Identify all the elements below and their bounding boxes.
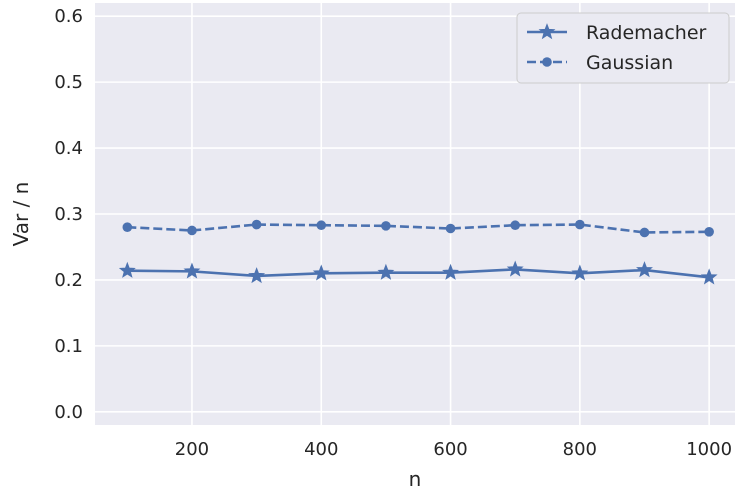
rademacher-point <box>506 260 524 277</box>
rademacher-point <box>636 261 653 278</box>
grid <box>95 3 735 425</box>
y-axis-label: Var / n <box>9 182 33 247</box>
y-tick-label: 0.0 <box>54 402 83 423</box>
x-tick-label: 400 <box>304 439 338 460</box>
y-tick-label: 0.4 <box>54 138 83 159</box>
x-tick-label: 600 <box>433 439 467 460</box>
legend-marker <box>542 57 552 67</box>
x-tick-label: 800 <box>563 439 597 460</box>
gaussian-point <box>639 227 650 238</box>
gaussian-point <box>122 222 133 232</box>
series-gaussian <box>122 219 714 238</box>
legend-item-rademacher: Rademacher <box>527 22 707 44</box>
x-tick-label: 1000 <box>686 439 732 460</box>
y-tick-label: 0.6 <box>54 6 83 27</box>
rademacher-point <box>571 264 589 281</box>
rademacher-point <box>248 267 266 284</box>
gaussian-point <box>510 220 521 231</box>
rademacher-point <box>377 263 395 280</box>
gaussian-point <box>251 219 262 230</box>
series-layer <box>118 219 718 285</box>
ticks: 0.0 0.1 0.2 0.3 0.4 0.5 0.6 200 400 600 800 1000 <box>54 6 732 460</box>
legend-box <box>516 12 730 84</box>
x-axis-label: n <box>409 467 422 488</box>
gaussian-point <box>575 219 585 230</box>
legend-item-gaussian: Gaussian <box>527 52 673 74</box>
rademacher-point <box>183 262 201 279</box>
gaussian-point <box>445 223 456 234</box>
legend-label: Rademacher <box>586 22 707 44</box>
gaussian-point <box>381 221 391 231</box>
legend-marker <box>538 23 556 40</box>
gaussian-line <box>127 223 710 234</box>
gaussian-point <box>704 227 714 237</box>
rademacher-point <box>442 263 460 280</box>
gaussian-point <box>316 220 327 231</box>
rademacher-point <box>312 264 330 281</box>
rademacher-point <box>700 268 718 285</box>
y-tick-label: 0.2 <box>54 270 83 291</box>
y-tick-label: 0.3 <box>54 204 83 225</box>
rademacher-point <box>118 261 136 278</box>
gaussian-point <box>187 225 197 236</box>
legend: Rademacher Gaussian <box>516 12 730 84</box>
rademacher-line <box>127 268 710 279</box>
y-tick-label: 0.1 <box>54 336 83 357</box>
series-rademacher <box>118 260 718 285</box>
x-tick-label: 200 <box>175 439 209 460</box>
y-tick-label: 0.5 <box>54 72 83 93</box>
legend-label: Gaussian <box>586 52 673 74</box>
